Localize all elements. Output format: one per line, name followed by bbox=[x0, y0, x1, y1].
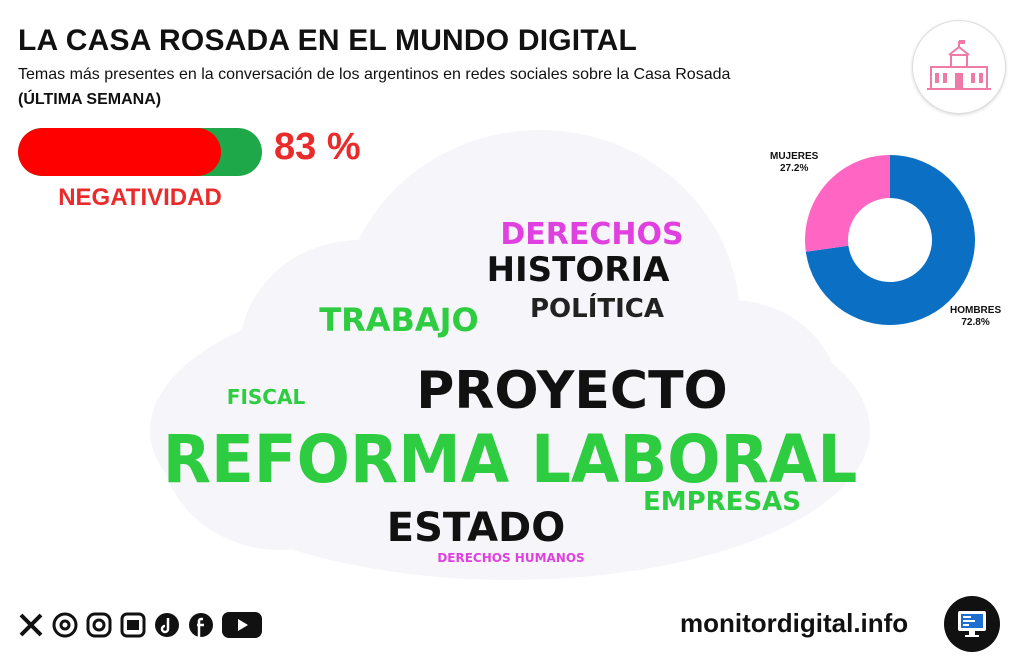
donut-slice-hombres bbox=[805, 155, 975, 325]
word-historia: HISTORIA bbox=[486, 250, 670, 290]
page-title: LA CASA ROSADA EN EL MUNDO DIGITAL bbox=[18, 24, 638, 57]
cloud-background bbox=[150, 130, 870, 580]
youtube-icon[interactable] bbox=[220, 610, 264, 640]
gender-donut-chart bbox=[805, 155, 975, 325]
negativity-label: NEGATIVIDAD bbox=[58, 184, 222, 211]
word-proyecto: PROYECTO bbox=[416, 361, 728, 421]
website-link[interactable]: monitordigital.info bbox=[680, 608, 909, 638]
word-derechos: DERECHOS bbox=[500, 217, 684, 252]
social-icons bbox=[16, 608, 264, 642]
word-trabajo: TRABAJO bbox=[319, 301, 479, 339]
tiktok-icon[interactable] bbox=[152, 610, 182, 640]
negativity-percent: 83 % bbox=[274, 126, 361, 168]
threads-icon[interactable] bbox=[50, 610, 80, 640]
word-fiscal: FISCAL bbox=[226, 385, 306, 409]
facebook-icon[interactable] bbox=[186, 610, 216, 640]
word-política: POLÍTICA bbox=[529, 294, 665, 324]
news-icon[interactable] bbox=[118, 610, 148, 640]
negativity-bar bbox=[18, 128, 262, 176]
negativity-bar-fill bbox=[18, 128, 221, 176]
word-estado: ESTADO bbox=[386, 505, 566, 551]
donut-label-hombres: HOMBRES 72.8% bbox=[950, 305, 1002, 328]
word-reforma-laboral: REFORMA LABORAL bbox=[162, 421, 858, 498]
donut-label-mujeres: MUJERES 27.2% bbox=[770, 151, 819, 174]
monitor-dashboard-icon bbox=[944, 596, 1000, 652]
casa-rosada-building-icon bbox=[912, 20, 1006, 114]
period-label: (ÚLTIMA SEMANA) bbox=[18, 91, 162, 108]
donut-slice-mujeres bbox=[805, 155, 890, 252]
x-icon[interactable] bbox=[16, 610, 46, 640]
instagram-icon[interactable] bbox=[84, 610, 114, 640]
word-empresas: EMPRESAS bbox=[642, 487, 802, 517]
word-derechos-humanos: DERECHOS HUMANOS bbox=[437, 551, 585, 565]
page-subtitle: Temas más presentes en la conversación d… bbox=[18, 66, 731, 83]
